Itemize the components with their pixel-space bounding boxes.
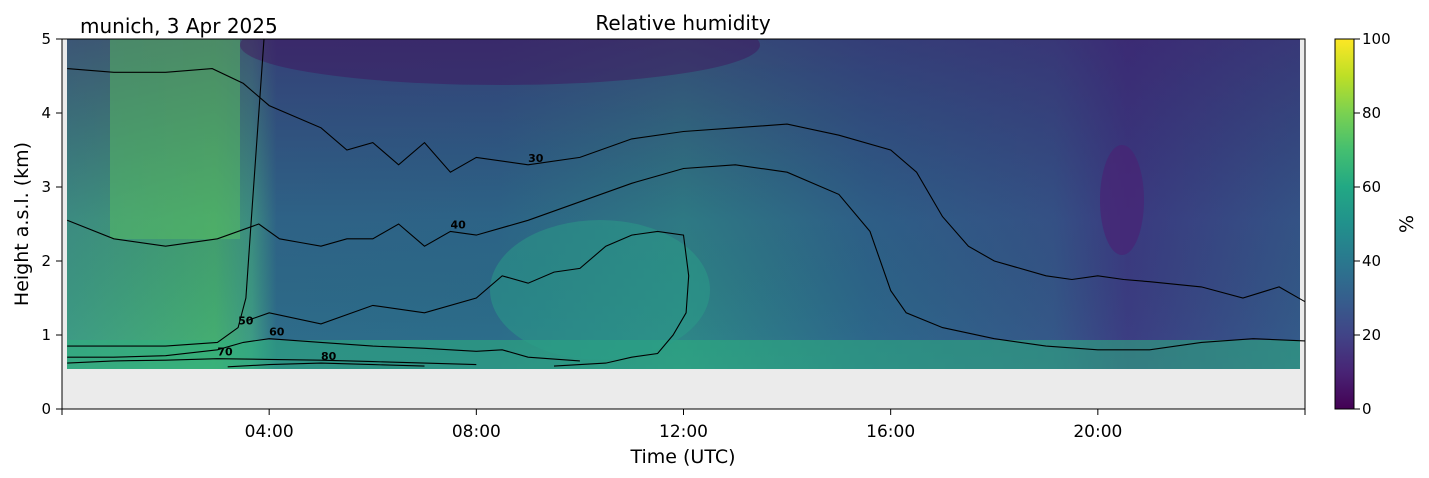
colorbar-tick-label: 80 [1362,104,1381,122]
colorbar-tick-label: 60 [1362,178,1381,196]
y-tick-label: 3 [41,178,51,196]
contour-labels: 30 40 50 60 70 80 [217,152,543,363]
x-tick-label: 20:00 [1073,422,1122,442]
y-axis-label: Height a.s.l. (km) [11,142,33,306]
colorbar-tick-label: 0 [1362,400,1372,418]
contour-label-70: 70 [217,346,233,359]
y-tick-label: 0 [41,400,51,418]
x-axis-label: Time (UTC) [629,446,735,468]
location-date-label: munich, 3 Apr 2025 [80,14,278,38]
colorbar-tick-label: 20 [1362,326,1381,344]
colorbar-tick-label: 40 [1362,252,1381,270]
x-axis: 04:00 08:00 12:00 16:00 20:00 [61,409,1306,442]
x-tick-label: 12:00 [659,422,708,442]
contour-line-40 [66,164,1305,351]
contour-label-60: 60 [269,326,285,339]
colorbar-label: % [1396,215,1418,233]
x-tick-label: 16:00 [866,422,915,442]
y-tick-label: 5 [41,30,51,48]
contour-line-50 [248,230,690,367]
contour-line-70 [67,358,477,366]
colorbar [1334,38,1355,410]
colorbar-tick-label: 100 [1362,30,1391,48]
contour-line-30 [67,68,1305,303]
contour-line-80 [227,362,425,368]
y-tick-label: 2 [41,252,51,270]
colorbar-ticks: 0 20 40 60 80 100 [1354,30,1391,418]
humidity-field: 30 40 50 60 70 80 [66,39,1305,369]
contour-label-50: 50 [238,315,254,328]
contour-line-50 [67,39,265,347]
x-tick-label: 04:00 [245,422,294,442]
contour-label-30: 30 [528,152,544,165]
contour-label-80: 80 [321,350,337,363]
y-tick-label: 1 [41,326,51,344]
chart-title: Relative humidity [595,11,770,35]
contour-label-40: 40 [450,218,466,231]
contour-line-60 [67,338,580,362]
contour-lines [66,39,1305,368]
x-tick-label: 08:00 [452,422,501,442]
y-tick-label: 4 [41,104,51,122]
y-axis: 0 1 2 3 4 5 [41,30,62,418]
